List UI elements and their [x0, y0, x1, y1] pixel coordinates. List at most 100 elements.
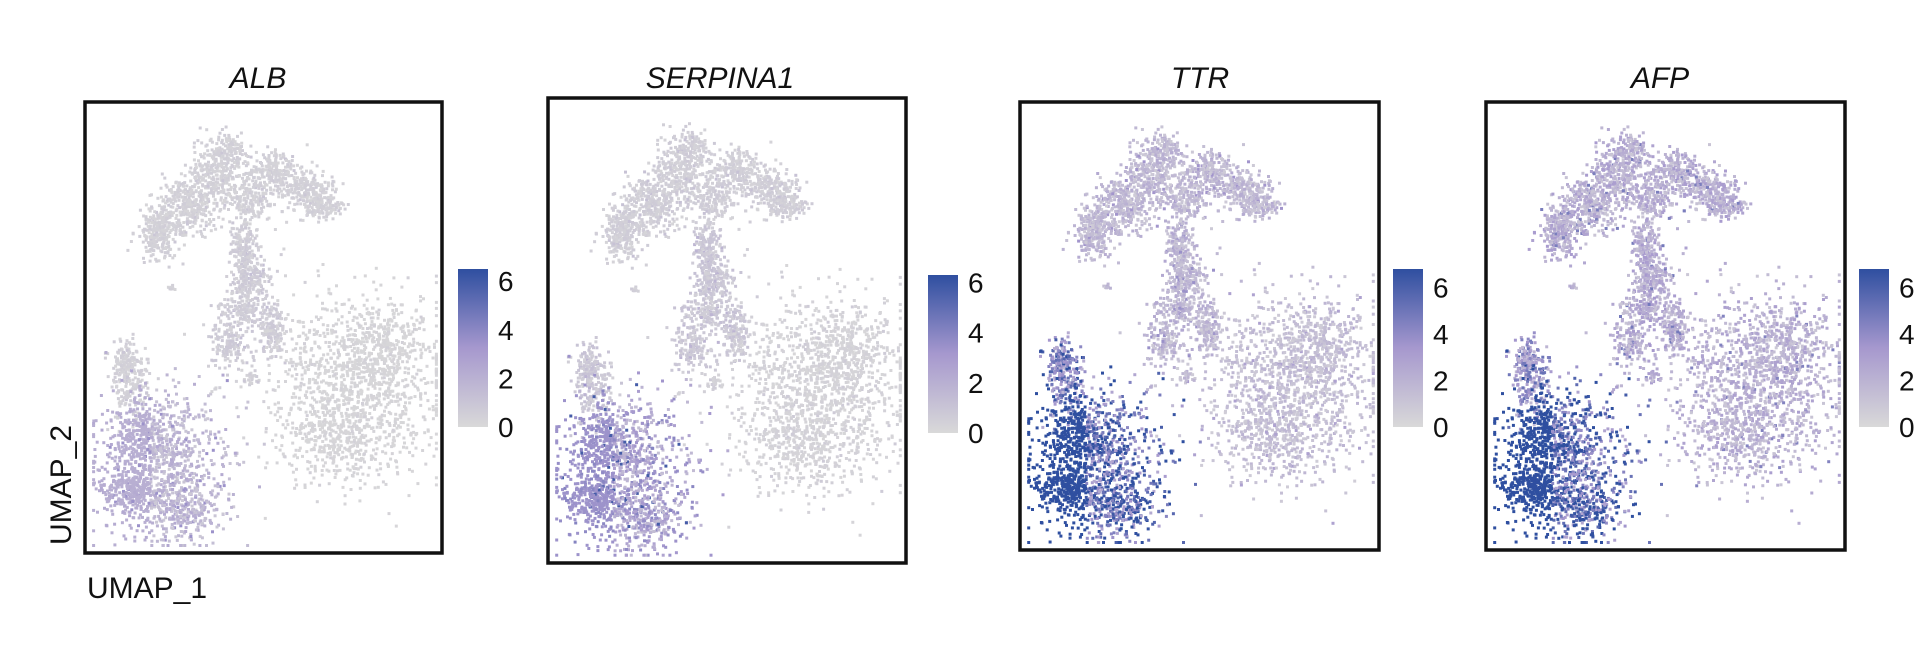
cell-point	[176, 188, 180, 192]
cell-point	[164, 183, 168, 187]
cell-point	[210, 140, 214, 144]
cell-point	[113, 447, 117, 450]
cell-point	[245, 236, 249, 240]
cell-point	[329, 197, 333, 201]
cell-point	[311, 212, 315, 216]
cell-point	[237, 367, 240, 371]
cell-point	[368, 334, 372, 338]
cell-point	[353, 329, 357, 332]
cell-point	[399, 413, 403, 417]
cell-point	[265, 188, 269, 192]
cell-point	[222, 348, 226, 351]
cell-point	[400, 341, 404, 344]
cell-point	[164, 428, 168, 432]
cell-point	[230, 196, 234, 200]
cell-point	[281, 182, 285, 186]
cell-point	[182, 494, 185, 498]
cell-point	[238, 236, 242, 240]
cell-point	[199, 212, 203, 216]
cell-point	[419, 295, 422, 299]
cell-point	[227, 208, 230, 211]
cell-point	[315, 414, 319, 418]
cell-point	[295, 373, 299, 376]
cell-point	[265, 274, 269, 278]
cell-point	[365, 340, 369, 344]
cell-point	[322, 448, 326, 452]
cell-point	[118, 368, 122, 372]
cell-point	[299, 426, 303, 430]
cell-point	[379, 467, 383, 471]
cell-point	[355, 383, 359, 387]
cell-point	[113, 434, 117, 438]
cell-point	[221, 345, 225, 349]
cell-point	[250, 268, 254, 272]
cell-point	[304, 333, 308, 337]
cell-point	[301, 218, 305, 222]
cell-point	[226, 373, 229, 377]
cell-point	[257, 324, 260, 328]
cell-point	[332, 383, 336, 387]
cell-point	[350, 390, 354, 393]
cell-point	[419, 397, 423, 401]
cell-point	[250, 278, 254, 282]
cell-point	[303, 191, 306, 195]
cell-point	[310, 206, 314, 210]
cell-point	[228, 174, 232, 178]
cell-point	[348, 445, 352, 449]
cell-point	[230, 233, 234, 237]
cell-point	[211, 530, 214, 534]
cell-point	[357, 358, 361, 362]
cell-point	[196, 173, 200, 177]
cell-point	[301, 426, 305, 430]
cell-point	[254, 199, 258, 203]
cell-point	[312, 476, 316, 480]
cell-point	[276, 380, 280, 384]
cell-point	[340, 303, 344, 306]
cell-point	[106, 444, 110, 447]
cell-point	[308, 380, 312, 384]
cell-point	[125, 367, 129, 371]
cell-point	[203, 194, 207, 198]
cell-point	[159, 210, 163, 214]
cell-point	[358, 313, 362, 316]
cell-point	[340, 425, 344, 429]
cell-point	[401, 335, 405, 339]
cell-point	[362, 398, 366, 402]
cell-point	[366, 473, 370, 477]
cell-point	[434, 410, 438, 414]
cell-point	[383, 414, 386, 418]
cell-point	[343, 446, 347, 450]
cell-point	[207, 181, 211, 185]
cell-point	[302, 401, 306, 405]
cell-point	[197, 497, 201, 501]
cell-point	[152, 237, 156, 241]
cell-point	[225, 379, 229, 383]
cell-point	[364, 378, 368, 382]
cell-point	[139, 463, 143, 467]
cell-point	[122, 360, 125, 364]
cell-point	[246, 155, 250, 158]
cell-point	[411, 330, 415, 334]
cell-point	[256, 176, 260, 180]
cell-point	[197, 454, 201, 458]
cell-point	[242, 173, 246, 177]
cell-point	[325, 399, 329, 403]
cell-point	[133, 539, 137, 543]
cell-point	[180, 205, 184, 209]
cell-point	[265, 199, 269, 203]
cell-point	[386, 465, 390, 468]
cell-point	[282, 342, 286, 346]
cell-point	[182, 202, 186, 206]
cell-point	[171, 378, 175, 382]
cell-point	[290, 187, 294, 191]
cell-point	[197, 178, 201, 182]
cell-point	[332, 330, 336, 334]
cell-point	[158, 494, 162, 498]
cell-point	[127, 422, 131, 426]
cell-point	[259, 211, 263, 215]
cell-point	[322, 450, 326, 454]
cell-point	[248, 237, 252, 241]
cell-point	[196, 181, 200, 185]
cell-point	[331, 440, 335, 444]
cell-point	[370, 370, 374, 374]
